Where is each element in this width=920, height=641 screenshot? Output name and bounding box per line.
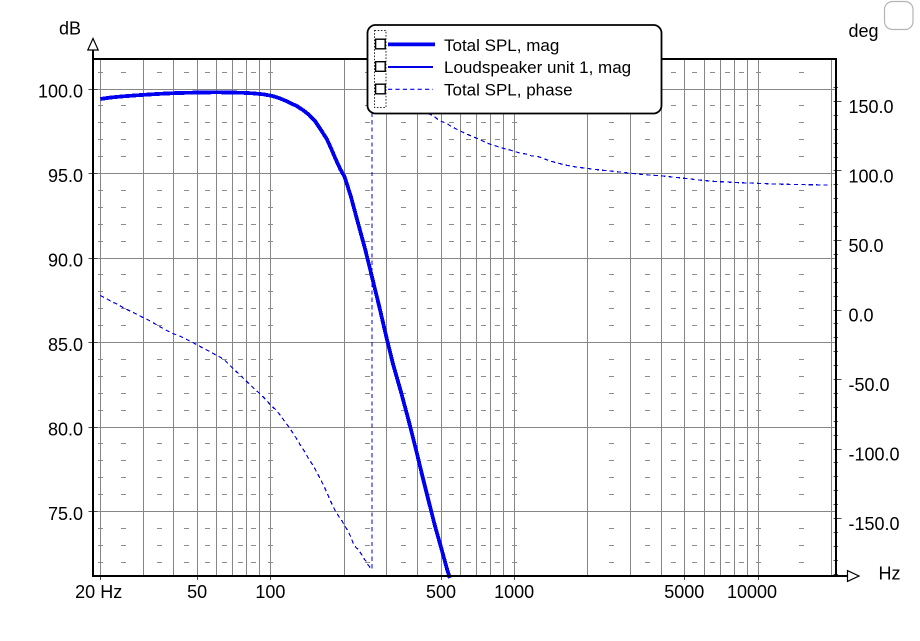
svg-text:0.0: 0.0 — [849, 306, 874, 326]
svg-text:-100.0: -100.0 — [849, 445, 900, 465]
svg-text:100: 100 — [255, 582, 285, 602]
svg-text:deg: deg — [849, 21, 879, 41]
svg-text:Total SPL, mag: Total SPL, mag — [444, 36, 559, 55]
svg-text:90.0: 90.0 — [48, 251, 83, 271]
svg-text:Total SPL, phase: Total SPL, phase — [444, 81, 573, 100]
svg-text:100.0: 100.0 — [849, 166, 894, 186]
svg-text:150.0: 150.0 — [849, 97, 894, 117]
svg-text:75.0: 75.0 — [48, 504, 83, 524]
svg-text:50: 50 — [187, 582, 207, 602]
svg-text:500: 500 — [426, 582, 456, 602]
svg-text:-50.0: -50.0 — [849, 375, 890, 395]
svg-text:5000: 5000 — [664, 582, 704, 602]
svg-text:10000: 10000 — [727, 582, 777, 602]
svg-text:1000: 1000 — [494, 582, 534, 602]
svg-text:-150.0: -150.0 — [849, 514, 900, 534]
svg-text:50.0: 50.0 — [849, 236, 884, 256]
svg-text:80.0: 80.0 — [48, 420, 83, 440]
svg-text:Hz: Hz — [879, 564, 901, 584]
svg-text:100.0: 100.0 — [38, 82, 83, 102]
svg-text:20 Hz: 20 Hz — [75, 582, 122, 602]
svg-text:85.0: 85.0 — [48, 335, 83, 355]
svg-text:95.0: 95.0 — [48, 166, 83, 186]
svg-text:Loudspeaker unit 1, mag: Loudspeaker unit 1, mag — [444, 58, 631, 77]
svg-text:dB: dB — [59, 19, 81, 39]
